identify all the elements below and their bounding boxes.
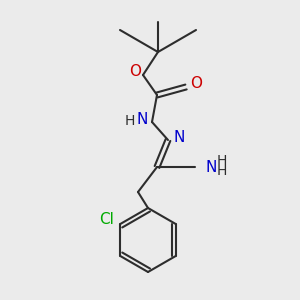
Text: H: H	[217, 154, 227, 168]
Text: O: O	[190, 76, 202, 92]
Text: N: N	[205, 160, 217, 175]
Text: O: O	[129, 64, 141, 79]
Text: Cl: Cl	[99, 212, 114, 227]
Text: N: N	[173, 130, 185, 146]
Text: H: H	[125, 114, 135, 128]
Text: N: N	[136, 112, 148, 127]
Text: H: H	[217, 164, 227, 178]
